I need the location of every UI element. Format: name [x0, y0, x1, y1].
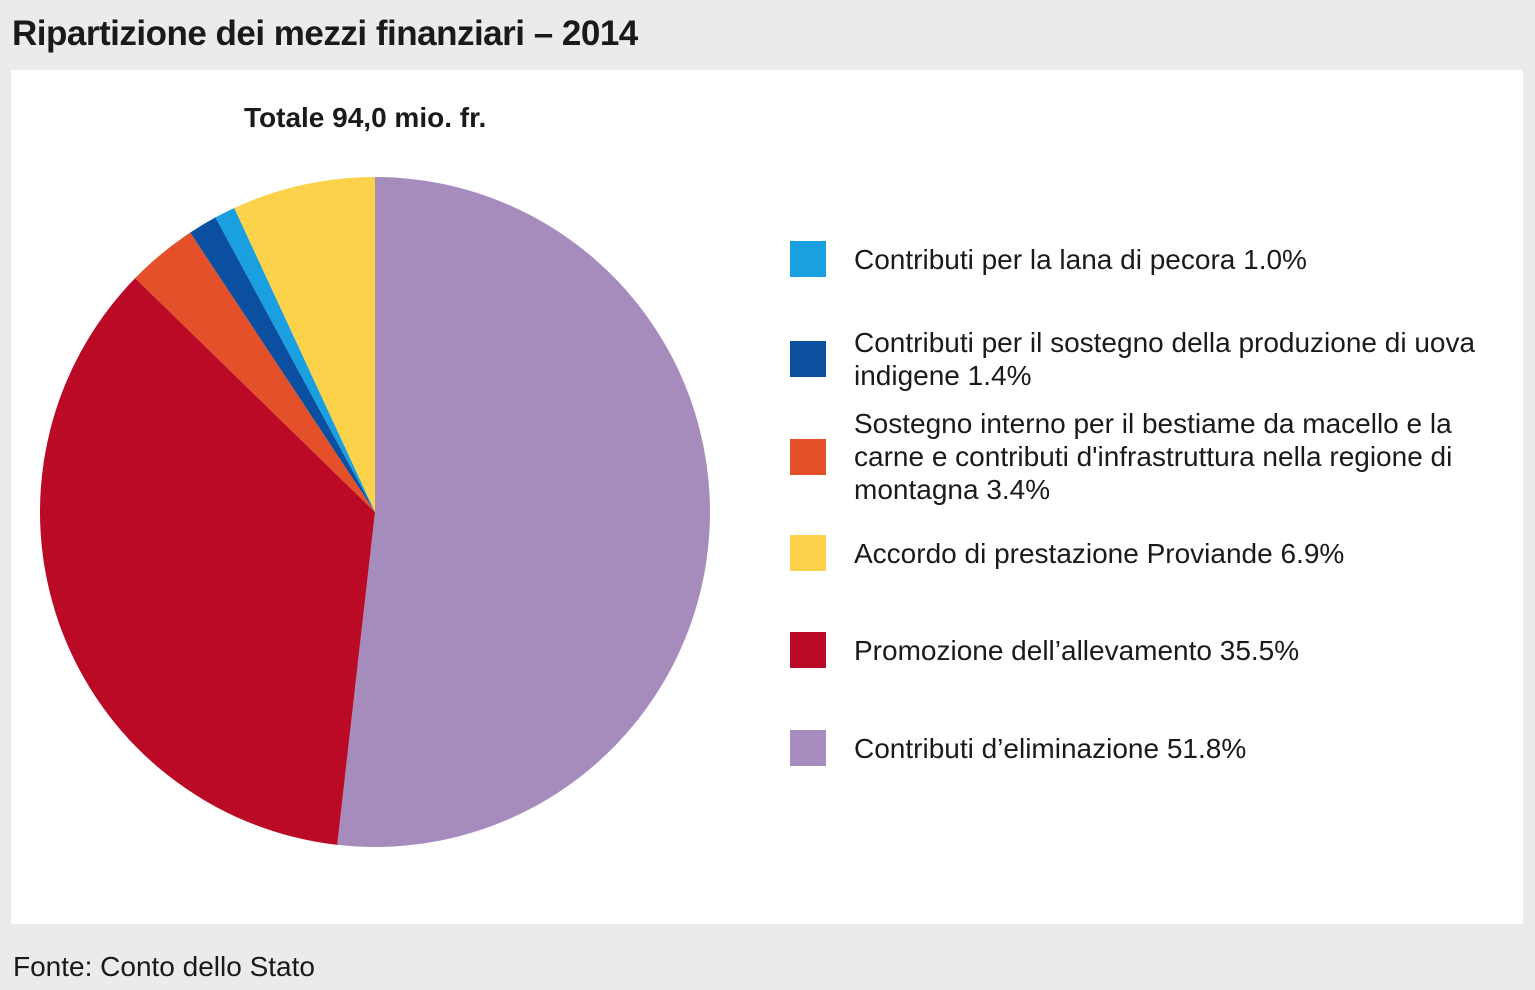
pie-slice-1	[39, 278, 375, 845]
legend-item: Contributi per la lana di pecora 1.0%	[790, 241, 1494, 277]
legend-item: Contributi per il sostegno della produzi…	[790, 326, 1494, 392]
legend-swatch	[790, 438, 826, 475]
legend-swatch	[790, 632, 826, 668]
pie-slice-2	[135, 232, 375, 512]
legend-label: Contributi d’eliminazione 51.8%	[854, 732, 1247, 764]
source-note: Fonte: Conto dello Stato	[13, 951, 315, 982]
page-title: Ripartizione dei mezzi finanziari – 2014	[12, 14, 638, 53]
legend-label: Contributi per la lana di pecora 1.0%	[854, 243, 1307, 275]
legend-label: Contributi per il sostegno della produzi…	[854, 327, 1476, 391]
chart-legend: Contributi per la lana di pecora 1.0% Co…	[790, 0, 1510, 990]
pie-slice-5	[234, 177, 375, 512]
legend-swatch	[790, 341, 826, 377]
pie-slice-3	[190, 217, 375, 513]
pie-slice-0	[337, 177, 711, 848]
legend-item: Promozione dell’allevamento 35.5%	[790, 632, 1494, 668]
legend-item: Contributi d’eliminazione 51.8%	[790, 730, 1494, 766]
legend-label: Accordo di prestazione Proviande 6.9%	[854, 537, 1345, 569]
legend-label: Sostegno interno per il bestiame da mace…	[854, 408, 1453, 505]
legend-item: Sostegno interno per il bestiame da mace…	[790, 407, 1494, 506]
legend-item: Accordo di prestazione Proviande 6.9%	[790, 535, 1494, 571]
legend-swatch	[790, 535, 826, 571]
legend-swatch	[790, 241, 826, 277]
chart-subtitle: Totale 94,0 mio. fr.	[244, 102, 487, 133]
pie-slice-4	[215, 207, 375, 512]
pie-chart	[39, 177, 711, 848]
legend-label: Promozione dell’allevamento 35.5%	[854, 634, 1300, 666]
legend-swatch	[790, 730, 826, 766]
